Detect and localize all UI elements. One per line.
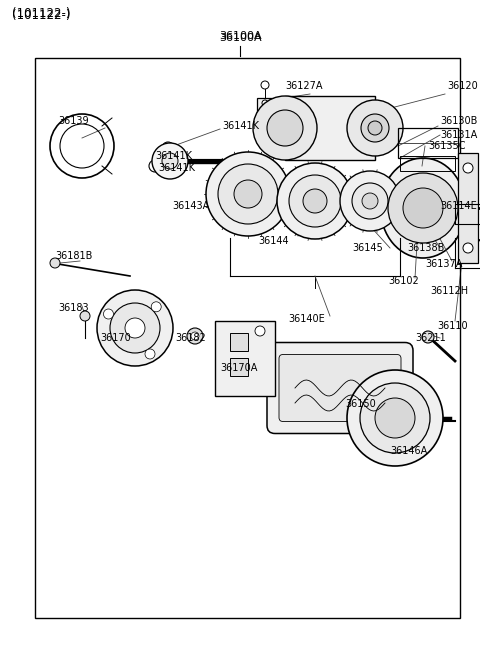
Circle shape: [463, 163, 473, 173]
Circle shape: [253, 96, 317, 160]
Text: 36102: 36102: [388, 276, 419, 286]
Circle shape: [262, 100, 268, 106]
Bar: [400, 156, 455, 171]
Circle shape: [50, 258, 60, 268]
Text: 36100A: 36100A: [219, 33, 261, 43]
Text: 36120: 36120: [447, 81, 478, 91]
Circle shape: [375, 398, 415, 438]
Text: 36140E: 36140E: [288, 314, 325, 324]
Bar: [455, 204, 480, 224]
Circle shape: [80, 311, 90, 321]
Circle shape: [401, 193, 415, 207]
Circle shape: [289, 175, 341, 227]
Circle shape: [277, 163, 353, 239]
Circle shape: [206, 152, 290, 236]
FancyBboxPatch shape: [279, 354, 401, 422]
Bar: [398, 128, 458, 158]
Circle shape: [110, 303, 160, 353]
Text: (101122-): (101122-): [12, 9, 71, 22]
Circle shape: [218, 164, 278, 224]
Text: 36112H: 36112H: [430, 286, 468, 296]
Text: 36211: 36211: [415, 333, 446, 343]
Text: 36141K: 36141K: [158, 163, 195, 173]
Circle shape: [347, 370, 443, 466]
Text: 36127A: 36127A: [285, 81, 323, 91]
Circle shape: [267, 110, 303, 146]
Circle shape: [234, 180, 262, 208]
Text: 36144: 36144: [258, 236, 288, 246]
Circle shape: [352, 183, 388, 219]
Circle shape: [347, 100, 403, 156]
Bar: [257, 98, 275, 128]
Text: 36170: 36170: [100, 333, 131, 343]
Circle shape: [255, 326, 265, 336]
Text: 36100A: 36100A: [219, 31, 261, 41]
Text: 36170A: 36170A: [220, 363, 257, 373]
Circle shape: [97, 290, 173, 366]
Circle shape: [162, 153, 178, 169]
Bar: [35, 58, 460, 618]
Text: 36138B: 36138B: [407, 243, 444, 253]
Bar: [230, 333, 248, 351]
Circle shape: [403, 188, 443, 228]
Circle shape: [388, 173, 458, 243]
Text: 36114E: 36114E: [440, 201, 477, 211]
Circle shape: [422, 331, 434, 343]
Text: 36110: 36110: [437, 321, 468, 331]
Circle shape: [151, 302, 161, 312]
Circle shape: [360, 383, 430, 453]
Text: 36131A: 36131A: [440, 130, 477, 140]
Circle shape: [262, 110, 268, 116]
Circle shape: [145, 349, 155, 359]
Text: 36130B: 36130B: [440, 116, 478, 126]
Text: 36135C: 36135C: [428, 141, 466, 151]
Circle shape: [104, 309, 113, 319]
Circle shape: [187, 328, 203, 344]
Circle shape: [261, 81, 269, 89]
Text: 36143A: 36143A: [172, 201, 209, 211]
Circle shape: [262, 120, 268, 126]
Circle shape: [361, 114, 389, 142]
Circle shape: [463, 243, 473, 253]
Bar: [405, 202, 450, 216]
Text: 36137A: 36137A: [425, 259, 462, 269]
Bar: [458, 153, 478, 263]
Text: 36141K: 36141K: [155, 151, 192, 161]
FancyBboxPatch shape: [267, 342, 413, 434]
Text: 36181B: 36181B: [55, 251, 92, 261]
Text: 36182: 36182: [175, 333, 206, 343]
Text: 36150: 36150: [345, 399, 376, 409]
Circle shape: [340, 171, 400, 231]
Bar: [230, 358, 248, 376]
Circle shape: [152, 143, 188, 179]
Bar: [215, 321, 275, 396]
Bar: [285, 96, 375, 160]
Text: 36183: 36183: [58, 303, 89, 313]
Circle shape: [405, 197, 411, 203]
Text: 36139: 36139: [58, 116, 89, 126]
Circle shape: [125, 318, 145, 338]
Circle shape: [368, 121, 382, 135]
Circle shape: [191, 332, 199, 340]
Ellipse shape: [381, 158, 466, 258]
Text: 36146A: 36146A: [390, 446, 427, 456]
Text: 36145: 36145: [352, 243, 383, 253]
Circle shape: [303, 189, 327, 213]
Text: (101122-): (101122-): [12, 7, 71, 20]
Circle shape: [362, 193, 378, 209]
Text: 36141K: 36141K: [222, 121, 259, 131]
